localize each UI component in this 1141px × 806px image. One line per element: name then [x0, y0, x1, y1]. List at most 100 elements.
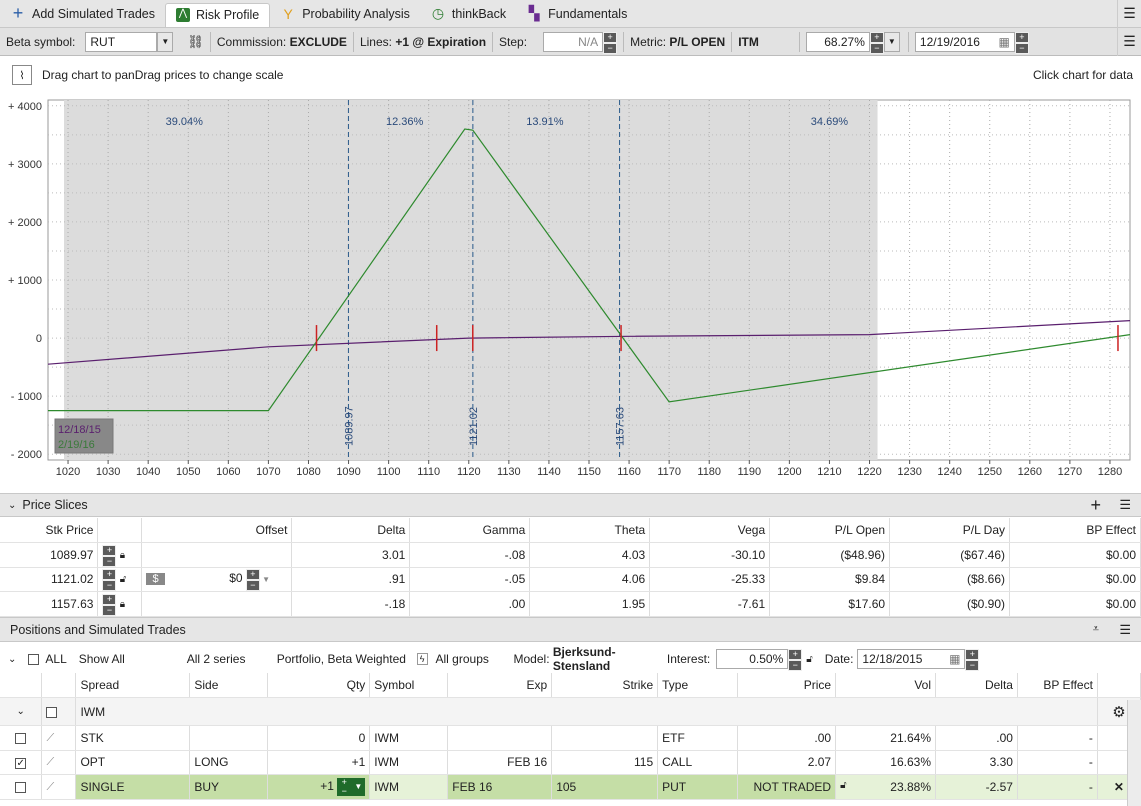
row-checkbox-checked[interactable]: ✓ — [15, 757, 27, 769]
pos-strike: 115 — [551, 750, 659, 775]
expand-chevron-icon[interactable]: ⌄ — [0, 697, 43, 726]
lightning-icon[interactable]: ϟ — [416, 653, 428, 665]
qty-stepper[interactable]: + − — [337, 777, 352, 796]
positions-date-stepper[interactable]: + − — [965, 649, 980, 671]
date-input[interactable]: 12/19/2016 ▦ — [914, 31, 1015, 52]
slice-price[interactable]: 1121.02 — [0, 567, 99, 592]
tab-add-simulated-trades[interactable]: + Add Simulated Trades — [0, 0, 165, 28]
slice-gamma: -.05 — [409, 567, 531, 592]
slice-stepper[interactable]: + − — [102, 593, 117, 616]
row-checkbox-cell[interactable] — [0, 725, 43, 751]
row-checkbox-cell[interactable] — [0, 774, 43, 800]
itm-toggle[interactable]: ITM — [738, 34, 759, 49]
percent-stepper[interactable]: + − — [869, 31, 884, 54]
price-slices-menu-icon[interactable]: ☰ — [1119, 497, 1131, 512]
row-checkbox[interactable] — [15, 782, 27, 794]
slice-stepper[interactable]: + − — [102, 544, 117, 567]
date-stepper[interactable]: + − — [1014, 31, 1029, 54]
group-checkbox-cell[interactable] — [41, 697, 77, 726]
unlock-icon[interactable]: 🔓︎ — [840, 779, 847, 791]
lock-icon[interactable]: 🔒︎ — [119, 549, 126, 561]
tabs-menu-icon[interactable]: ☰ — [1117, 0, 1141, 28]
percent-input[interactable]: 68.27% — [805, 31, 870, 52]
slice-price[interactable]: 1089.97 — [0, 542, 99, 568]
slice-offset — [141, 591, 293, 617]
controls-menu-icon[interactable]: ☰ — [1117, 27, 1141, 56]
positions-menu-icon[interactable]: ☰ — [1119, 621, 1131, 637]
tab-risk-profile[interactable]: ⋀ Risk Profile — [165, 2, 271, 27]
chart-settings-icon[interactable]: ⌇ — [12, 65, 32, 85]
model-value[interactable]: Bjerksund-Stensland — [552, 645, 616, 673]
probability-label: 39.04% — [166, 116, 204, 128]
metric-value[interactable]: P/L OPEN — [669, 34, 726, 49]
pos-qty-cell[interactable]: +1 + − ▼ — [267, 774, 371, 800]
series-dropdown[interactable]: All 2 series — [186, 652, 246, 666]
row-checkbox-cell[interactable]: ✓ — [0, 750, 43, 775]
slice-stepper[interactable]: + − — [102, 569, 117, 592]
collapse-chevron-icon[interactable]: ⌄ — [8, 499, 17, 511]
groups-dropdown[interactable]: All groups — [435, 652, 489, 666]
interest-stepper[interactable]: + − — [788, 649, 803, 671]
calendar-icon[interactable]: ▦ — [998, 34, 1010, 49]
divider — [209, 31, 211, 52]
beta-symbol-input[interactable]: RUT — [85, 31, 158, 52]
offset-stepper[interactable]: + − — [245, 569, 260, 592]
x-tick-label: 1020 — [56, 466, 80, 478]
pos-spread[interactable]: SINGLE — [75, 774, 191, 800]
col-blank — [0, 673, 43, 698]
row-graph-cell[interactable]: ⟋ — [41, 774, 77, 800]
pos-qty[interactable]: +1 — [320, 778, 334, 793]
col-vol: Vol — [835, 673, 936, 698]
slice-price[interactable]: 1157.63 — [0, 591, 99, 617]
graph-line-icon[interactable]: ⟋ — [46, 780, 55, 793]
slice-controls[interactable]: + − 🔒︎ — [97, 591, 143, 617]
select-all-checkbox[interactable] — [28, 653, 40, 665]
chevron-down-icon[interactable]: ▼ — [351, 777, 366, 796]
col-theta: Theta — [529, 518, 651, 543]
pos-strike[interactable]: 105 — [551, 774, 659, 800]
slice-controls[interactable]: + − 🔓︎ — [97, 567, 143, 592]
lines-value[interactable]: +1 @ Expiration — [395, 34, 487, 49]
slice-controls[interactable]: + − 🔒︎ — [97, 542, 143, 568]
pos-price[interactable]: NOT TRADED — [737, 774, 837, 800]
chevron-down-icon[interactable]: ▼ — [259, 575, 271, 585]
pos-side[interactable]: BUY — [189, 774, 269, 800]
slice-gamma: -.08 — [409, 542, 531, 568]
risk-profile-svg[interactable]: 1020 1030 1040 1050 1060 1070 1080 1090 1100 1110… — [0, 93, 1141, 480]
risk-profile-chart[interactable]: 1020 1030 1040 1050 1060 1070 1080 1090 1100 1110… — [0, 93, 1141, 480]
show-all-dropdown[interactable]: Show All — [78, 652, 125, 666]
dollar-icon[interactable]: $ — [146, 573, 165, 586]
group-checkbox[interactable] — [46, 706, 58, 718]
slice-offset[interactable]: $0 — [229, 571, 243, 586]
divider — [352, 31, 354, 52]
tab-thinkback[interactable]: ◷ thinkBack — [431, 5, 507, 21]
expand-chevron-icon[interactable]: ⌄ — [8, 653, 17, 665]
row-graph-cell[interactable]: ⟋ — [41, 725, 77, 751]
lock-icon[interactable]: 🔒︎ — [119, 598, 126, 610]
row-graph-cell[interactable]: ⟋ — [41, 750, 77, 775]
step-stepper[interactable]: + − — [603, 31, 618, 54]
tab-probability-analysis[interactable]: Y Probability Analysis — [270, 0, 420, 28]
unlock-icon[interactable]: 🔓︎ — [806, 653, 813, 665]
link-icon[interactable]: ⛓ — [187, 33, 204, 49]
graph-line-icon[interactable]: ⟋ — [46, 756, 55, 769]
beta-symbol-dropdown[interactable]: ▼ — [157, 31, 174, 52]
pos-exp[interactable]: FEB 16 — [447, 774, 553, 800]
portfolio-dropdown[interactable]: Portfolio, Beta Weighted — [276, 652, 406, 666]
interest-input[interactable]: 0.50% — [716, 649, 789, 669]
collapse-icon[interactable]: ⩡ — [1092, 623, 1099, 635]
slice-offset-cell[interactable]: $ $0 + − ▼ — [141, 567, 293, 592]
commission-value[interactable]: EXCLUDE — [289, 34, 347, 49]
calendar-icon[interactable]: ▦ — [949, 652, 961, 666]
percent-dropdown[interactable]: ▼ — [883, 31, 900, 52]
positions-scrollbar[interactable] — [1127, 700, 1141, 806]
add-slice-icon[interactable]: + — [1090, 494, 1101, 515]
step-input[interactable]: N/A — [543, 31, 604, 52]
pos-type[interactable]: PUT — [657, 774, 739, 800]
tab-fundamentals[interactable]: ▚ Fundamentals — [516, 0, 637, 28]
positions-date-input[interactable]: 12/18/2015 ▦ — [857, 649, 966, 669]
unlock-icon[interactable]: 🔓︎ — [119, 574, 127, 586]
graph-line-icon[interactable]: ⟋ — [46, 731, 55, 744]
row-checkbox[interactable] — [15, 733, 27, 745]
y-tick-label: + 3000 — [8, 159, 42, 171]
